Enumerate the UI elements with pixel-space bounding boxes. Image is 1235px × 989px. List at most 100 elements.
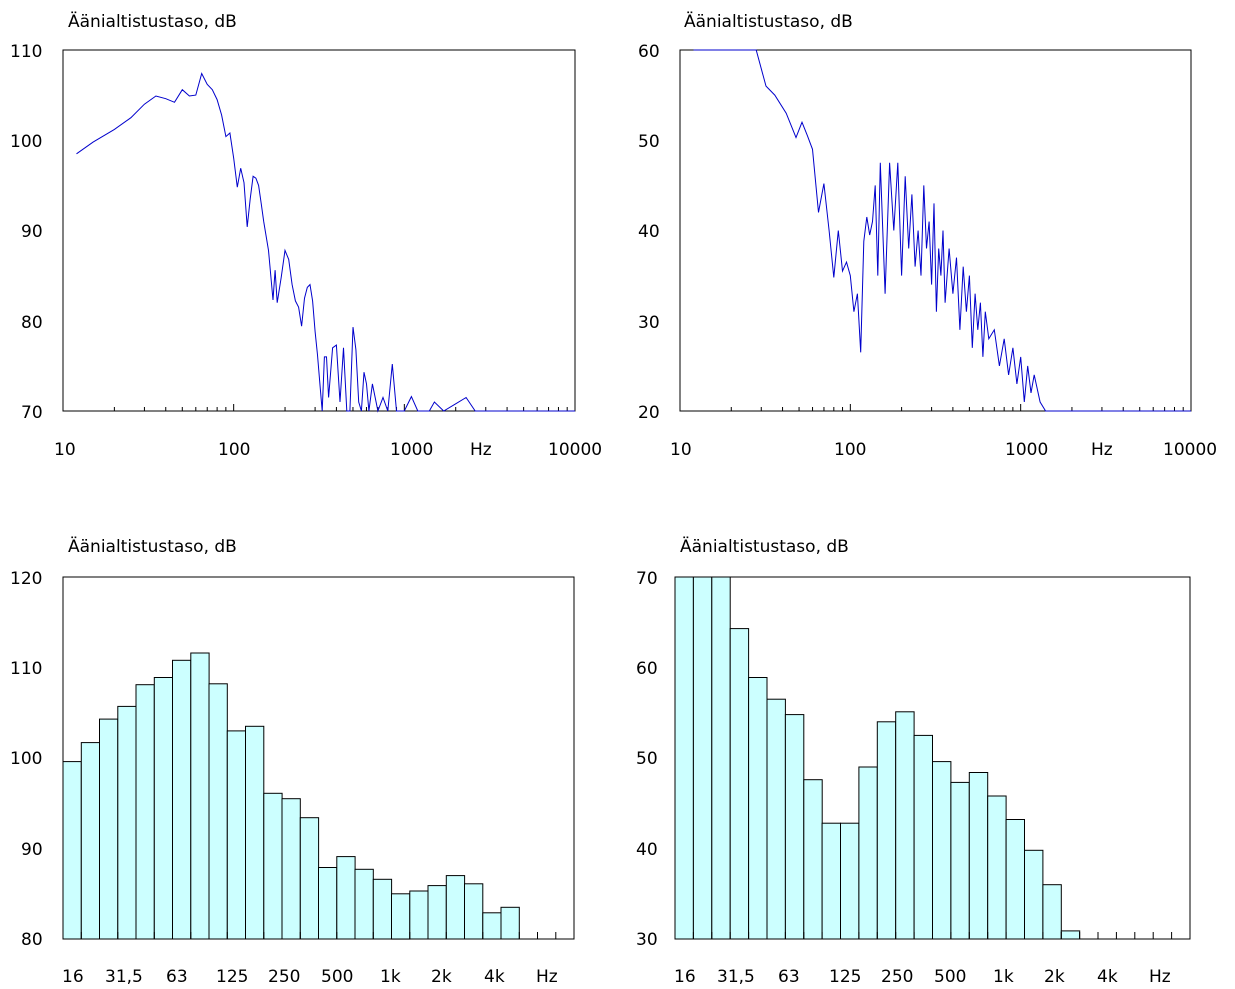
bar-4k (500, 906, 520, 940)
chart-3-x-tick-label: 125 (216, 967, 248, 987)
chart-1-x-tick-label: 10000 (548, 440, 602, 460)
chart-1-y-tick-label: 110 (10, 42, 42, 62)
chart-2-y-tick-label: 60 (638, 42, 660, 62)
bar-40 (748, 677, 768, 940)
chart-3-bar: Äänialtistustaso, dB 120 110 100 90 80 1… (10, 536, 575, 987)
chart-2-x-ticks (730, 404, 1184, 411)
chart-3-x-tick-label: 250 (268, 967, 300, 987)
bar-250 (281, 798, 301, 940)
chart-2-x-tick-label: 10 (670, 440, 692, 460)
chart-1-x-ticks (113, 404, 568, 411)
chart-4-x-tick-label: 125 (829, 967, 861, 987)
bar-80 (190, 652, 210, 940)
chart-1-y-tick-label: 70 (21, 403, 43, 423)
bar-100 (208, 683, 228, 940)
bar-20 (80, 742, 101, 940)
bar-500 (336, 856, 356, 940)
chart-4-bar: Äänialtistustaso, dB 70 60 50 40 30 16 3… (636, 536, 1191, 987)
chart-4-x-tick-label: 31,5 (717, 967, 755, 987)
chart-1-y-tick-label: 100 (10, 132, 42, 152)
chart-4-title: Äänialtistustaso, dB (680, 536, 849, 557)
chart-4-y-tick-label: 30 (636, 930, 658, 950)
bar-315 (913, 734, 933, 940)
chart-2-x-tick-label: 100 (834, 440, 866, 460)
chart-4-x-tick-label: 1k (993, 967, 1014, 987)
chart-2-plot-frame (679, 49, 1192, 412)
chart-1-y-tick-label: 80 (21, 313, 43, 333)
chart-3-x-tick-label: 31,5 (105, 967, 143, 987)
bar-800 (987, 795, 1007, 940)
chart-2-x-unit-label: Hz (1091, 440, 1113, 460)
bar-400 (318, 867, 338, 940)
chart-2-title: Äänialtistustaso, dB (684, 11, 853, 32)
chart-4-x-tick-labels: 16 31,5 63 125 250 500 1k 2k 4k Hz (674, 967, 1171, 987)
chart-3-x-unit-label: Hz (536, 967, 558, 987)
chart-4-x-tick-label: 16 (674, 967, 696, 987)
chart-3-y-tick-labels: 120 110 100 90 80 (10, 569, 43, 950)
chart-4-y-tick-label: 50 (636, 749, 658, 769)
chart-1-series-line (76, 72, 575, 413)
bar-200 (876, 721, 897, 940)
bar-160 (245, 725, 265, 940)
chart-2-x-tick-labels: 10 100 1000 10000 Hz (670, 440, 1217, 460)
bar-100 (821, 822, 841, 940)
chart-1-x-unit-label: Hz (470, 440, 492, 460)
chart-4-x-ticks (692, 932, 1173, 939)
chart-2-y-tick-label: 20 (638, 403, 660, 423)
bar-50 (153, 677, 174, 940)
bar-500 (950, 781, 970, 940)
chart-3-x-tick-label: 4k (484, 967, 505, 987)
chart-1-x-tick-label: 1000 (390, 440, 433, 460)
chart-3-y-tick-label: 120 (10, 569, 42, 589)
chart-4-x-tick-label: 2k (1044, 967, 1065, 987)
chart-4-x-tick-label: 250 (881, 967, 913, 987)
chart-1-y-tick-label: 90 (21, 222, 43, 242)
bar-200 (263, 792, 283, 940)
bar-1,25k (409, 890, 429, 940)
bar-3,15k (482, 912, 502, 940)
chart-1-y-tick-labels: 110 100 90 80 70 (10, 42, 43, 423)
bar-400 (932, 761, 952, 940)
chart-2-x-tick-label: 10000 (1163, 440, 1217, 460)
bar-1,25k (1024, 849, 1044, 940)
bar-50 (766, 698, 786, 940)
chart-3-x-tick-label: 2k (431, 967, 452, 987)
bar-800 (372, 878, 393, 940)
chart-1-x-tick-label: 100 (218, 440, 250, 460)
chart-1-plot-frame (62, 49, 576, 412)
bar-1k (391, 893, 411, 940)
chart-3-y-tick-label: 90 (21, 840, 43, 860)
chart-4-y-tick-label: 70 (636, 569, 658, 589)
bar-80 (803, 779, 823, 940)
chart-4-y-tick-label: 60 (636, 659, 658, 679)
bar-40 (135, 684, 155, 940)
chart-3-x-tick-label: 63 (166, 967, 188, 987)
chart-3-x-tick-label: 1k (380, 967, 401, 987)
chart-3-title: Äänialtistustaso, dB (68, 536, 237, 557)
bar-31,5 (117, 705, 137, 940)
bar-315 (299, 817, 320, 940)
chart-3-bars (62, 652, 520, 940)
bar-63 (172, 659, 192, 940)
bar-630 (968, 772, 989, 940)
bar-2,5k (464, 883, 484, 940)
bar-20 (692, 576, 713, 940)
chart-4-y-tick-label: 40 (636, 840, 658, 860)
chart-2-x-tick-label: 1000 (1005, 440, 1048, 460)
bar-125 (840, 822, 860, 940)
bar-1k (1005, 819, 1025, 940)
bar-16 (674, 576, 694, 940)
chart-3-y-tick-label: 100 (10, 749, 42, 769)
chart-3-x-tick-label: 16 (62, 967, 84, 987)
chart-3-x-tick-labels: 16 31,5 63 125 250 500 1k 2k 4k Hz (62, 967, 558, 987)
bar-1,6k (427, 885, 447, 940)
chart-3-x-ticks (80, 932, 557, 939)
chart-2-line: Äänialtistustaso, dB 60 50 40 30 20 10 1… (638, 11, 1217, 460)
chart-3-y-tick-label: 80 (21, 930, 43, 950)
chart-3-y-tick-label: 110 (10, 659, 42, 679)
bar-2k (445, 875, 466, 940)
chart-4-x-tick-label: 63 (778, 967, 800, 987)
chart-4-bars (674, 576, 1081, 940)
chart-2-y-tick-label: 40 (638, 222, 660, 242)
bar-630 (354, 868, 374, 940)
